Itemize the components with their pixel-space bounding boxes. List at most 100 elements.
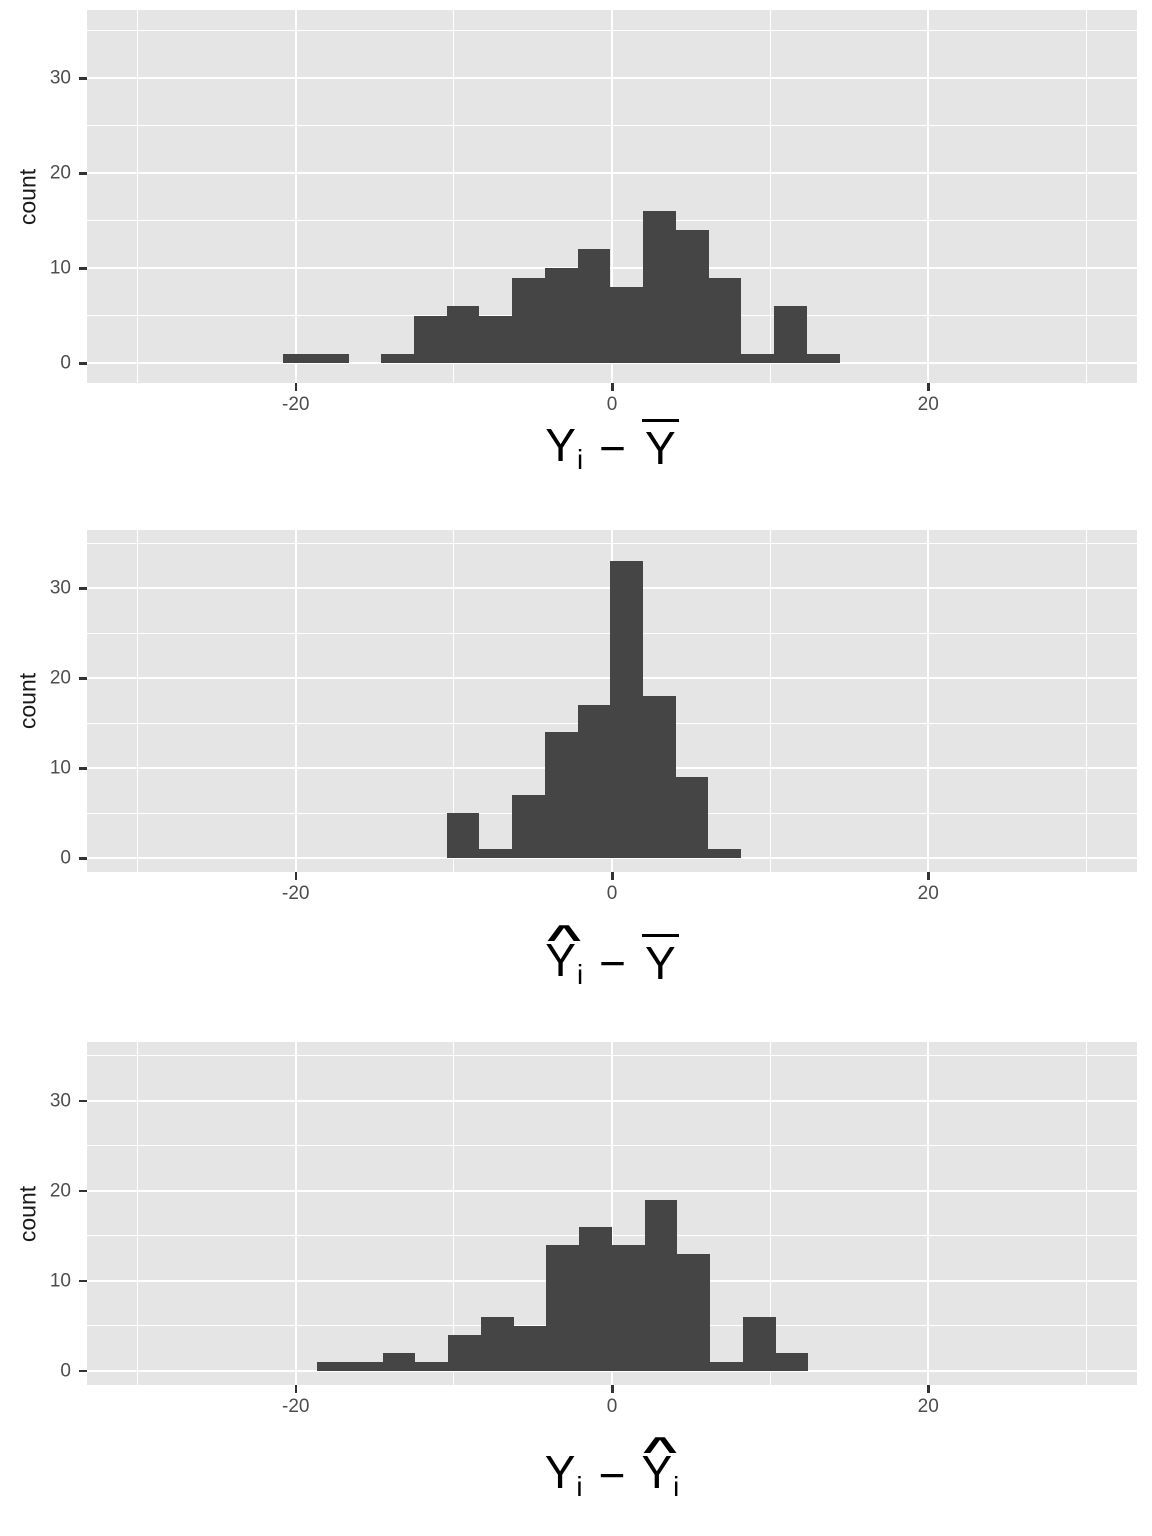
plot-panel <box>87 530 1137 872</box>
y-tick-mark <box>79 1099 87 1103</box>
x-tick-label: -20 <box>282 883 310 904</box>
gridline-minor-x <box>1085 10 1087 383</box>
gridline-major-x <box>294 1042 297 1385</box>
math-variable: Y <box>642 419 679 471</box>
histogram-bar <box>676 230 709 364</box>
y-tick-label: 10 <box>49 257 71 279</box>
math-variable: Y <box>642 934 679 986</box>
math-variable: Yi <box>545 1449 583 1501</box>
minus-operator: − <box>599 422 626 474</box>
gridline-minor-x <box>453 10 455 383</box>
histogram-bar <box>578 705 610 859</box>
y-tick-mark <box>79 362 87 365</box>
gridline-major-x <box>927 530 930 872</box>
y-tick-label: 20 <box>49 162 71 184</box>
histogram-bar <box>643 211 676 364</box>
gridline-major-x <box>294 10 297 383</box>
x-tick-mark <box>294 872 298 880</box>
histogram-bar <box>512 277 545 364</box>
y-tick-mark <box>79 172 87 175</box>
gridline-major-x <box>927 10 930 383</box>
gridline-minor-x <box>137 530 139 872</box>
histogram-bar <box>383 1352 415 1371</box>
y-tick-label: 30 <box>49 577 71 599</box>
histogram-bar <box>481 1316 514 1371</box>
gridline-major-x <box>611 10 613 383</box>
histogram-bar <box>414 315 447 364</box>
gridline-minor-x <box>453 530 455 872</box>
y-tick-mark <box>79 767 87 770</box>
x-tick-mark <box>294 1385 298 1393</box>
histogram-bar <box>643 696 676 859</box>
histogram-bar <box>776 1352 808 1371</box>
y-tick-mark <box>79 1189 87 1193</box>
x-tick-label: 20 <box>917 394 939 415</box>
x-axis-title: Yi − Y ^ i <box>87 1420 1137 1530</box>
minus-operator: − <box>599 937 626 989</box>
y-tick-label: 30 <box>49 67 71 89</box>
histogram-bar <box>578 249 610 364</box>
minus-operator: − <box>598 1449 626 1501</box>
math-variable: Y ^ i <box>545 920 583 989</box>
gridline-minor-x <box>137 1042 139 1385</box>
y-tick-label: 0 <box>60 847 71 869</box>
x-tick-label: 20 <box>917 883 939 904</box>
gridline-major-x <box>927 1042 930 1385</box>
x-tick-label: -20 <box>282 394 310 415</box>
math-subscript: i <box>673 1471 680 1503</box>
histogram-bar <box>447 306 479 364</box>
histogram-bar <box>514 1325 546 1371</box>
histogram-bar <box>709 277 741 364</box>
math-base: Y <box>545 934 576 987</box>
gridline-minor-x <box>1085 530 1087 872</box>
histogram-bar <box>316 353 349 364</box>
histogram-bar <box>743 1316 776 1371</box>
math-base: Y <box>642 419 679 471</box>
x-tick-label: 20 <box>917 1396 939 1417</box>
histogram-bar <box>774 306 807 364</box>
y-tick-mark <box>79 267 87 270</box>
x-tick-mark <box>927 383 930 391</box>
y-axis-title: count <box>14 672 41 730</box>
y-tick-label: 0 <box>60 1360 71 1382</box>
gridline-minor-x <box>1085 1042 1087 1385</box>
plot-panel <box>87 10 1137 383</box>
hat-accent: ^ <box>642 1429 679 1470</box>
histogram-bar <box>610 287 643 364</box>
x-tick-label: 0 <box>606 394 618 415</box>
plot-panel <box>87 1042 1137 1385</box>
histogram-bar <box>447 813 479 859</box>
math-base: Y <box>642 934 679 986</box>
histogram-bar <box>676 777 708 859</box>
histogram-bar <box>381 353 414 364</box>
histogram-bar <box>708 849 741 859</box>
histogram-bar <box>677 1253 710 1371</box>
math-base: Y <box>641 1446 673 1499</box>
histogram-bar <box>512 795 545 859</box>
histogram-bar <box>645 1199 677 1371</box>
histogram-bar <box>579 1226 612 1371</box>
y-axis-title: count <box>14 1185 41 1242</box>
x-tick-mark <box>927 1385 930 1393</box>
x-tick-label: 0 <box>606 1396 618 1417</box>
x-tick-mark <box>927 872 930 880</box>
histogram-bar <box>415 1361 448 1371</box>
histogram-bar <box>545 732 578 859</box>
y-tick-label: 20 <box>49 667 71 689</box>
histogram-bar <box>741 353 774 364</box>
x-axis-title: Yi − Y <box>87 408 1137 488</box>
histogram-bar <box>479 849 512 859</box>
histogram-bar <box>350 1361 383 1371</box>
y-tick-label: 10 <box>49 1270 71 1292</box>
x-tick-label: 0 <box>606 883 618 904</box>
histogram-bar <box>448 1334 481 1371</box>
gridline-minor-x <box>769 1042 771 1385</box>
math-subscript: i <box>576 444 584 476</box>
hat-accent: ^ <box>546 917 583 958</box>
gridline-minor-x <box>137 10 139 383</box>
histogram-bar <box>479 315 512 364</box>
y-tick-mark <box>79 677 87 680</box>
math-base: Y <box>545 419 576 472</box>
y-tick-mark <box>79 1279 87 1283</box>
math-subscript: i <box>576 1471 583 1503</box>
